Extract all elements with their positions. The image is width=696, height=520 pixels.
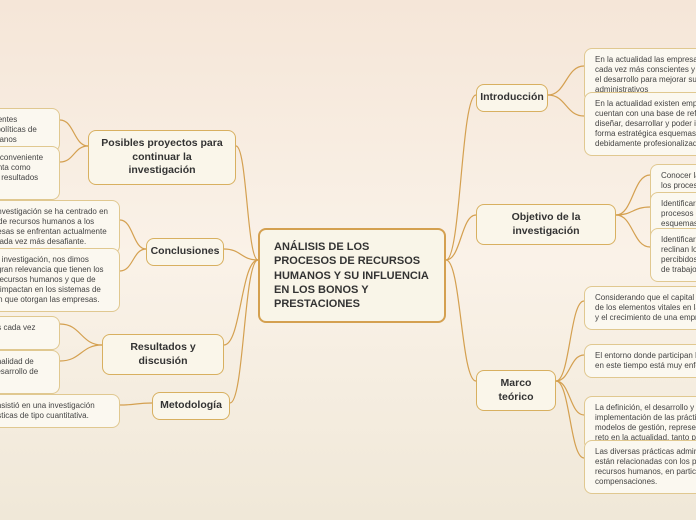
- branch-right-1-label: Objetivo de la investigación: [487, 211, 605, 238]
- leaf-right-2-3-label: Las diversas prácticas administrativas q…: [595, 447, 696, 487]
- leaf-left-0-1: Se considera conveniente tomar en cuenta…: [0, 146, 60, 200]
- branch-left-0: Posibles proyectos para continuar la inv…: [88, 130, 236, 185]
- leaf-left-3-0: El estudio consistió en una investigació…: [0, 394, 120, 428]
- leaf-right-1-2-label: Identificar los factores que reclinan lo…: [661, 235, 696, 275]
- branch-left-2-label: Resultados y discusión: [113, 341, 213, 368]
- leaf-right-2-1: El entorno donde participan las empresas…: [584, 344, 696, 378]
- leaf-right-0-1-label: En la actualidad existen empresas que cu…: [595, 99, 696, 149]
- central-topic-label: ANÁLISIS DE LOS PROCESOS DE RECURSOS HUM…: [274, 240, 430, 311]
- leaf-left-2-0-label: Las empresas cada vez más: [0, 323, 49, 343]
- branch-right-0: Introducción: [476, 84, 548, 112]
- branch-right-2-label: Marco teórico: [487, 377, 545, 404]
- leaf-left-0-0-label: Analizar diferentes variables de polític…: [0, 115, 49, 145]
- leaf-right-0-1: En la actualidad existen empresas que cu…: [584, 92, 696, 156]
- branch-left-3: Metodología: [152, 392, 230, 420]
- leaf-right-2-0: Considerando que el capital humano es un…: [584, 286, 696, 330]
- leaf-left-0-1-label: Se considera conveniente tomar en cuenta…: [0, 153, 49, 193]
- leaf-left-2-1-label: Esto con la finalidad de preparar el des…: [0, 357, 49, 387]
- leaf-right-1-2: Identificar los factores que reclinan lo…: [650, 228, 696, 282]
- branch-right-1: Objetivo de la investigación: [476, 204, 616, 245]
- leaf-left-1-0: La presente investigación se ha centrado…: [0, 200, 120, 254]
- branch-left-1-label: Conclusiones: [151, 245, 220, 259]
- branch-right-0-label: Introducción: [480, 91, 544, 105]
- central-topic: ANÁLISIS DE LOS PROCESOS DE RECURSOS HUM…: [258, 228, 446, 323]
- branch-left-3-label: Metodología: [160, 399, 222, 413]
- leaf-right-2-2-label: La definición, el desarrollo y la implem…: [595, 403, 696, 443]
- leaf-right-0-0-label: En la actualidad las empresas están sien…: [595, 55, 696, 95]
- branch-right-2: Marco teórico: [476, 370, 556, 411]
- leaf-left-1-0-label: La presente investigación se ha centrado…: [0, 207, 109, 247]
- branch-left-2: Resultados y discusión: [102, 334, 224, 375]
- leaf-left-1-1-label: A través de la investigación, nos dimos …: [0, 255, 109, 305]
- branch-left-1: Conclusiones: [146, 238, 224, 266]
- leaf-left-2-1: Esto con la finalidad de preparar el des…: [0, 350, 60, 394]
- leaf-left-2-0: Las empresas cada vez más: [0, 316, 60, 350]
- leaf-right-2-3: Las diversas prácticas administrativas q…: [584, 440, 696, 494]
- branch-left-0-label: Posibles proyectos para continuar la inv…: [99, 137, 225, 178]
- leaf-right-2-0-label: Considerando que el capital humano es un…: [595, 293, 696, 323]
- leaf-left-1-1: A través de la investigación, nos dimos …: [0, 248, 120, 312]
- leaf-left-3-0-label: El estudio consistió en una investigació…: [0, 401, 109, 421]
- leaf-right-2-1-label: El entorno donde participan las empresas…: [595, 351, 696, 371]
